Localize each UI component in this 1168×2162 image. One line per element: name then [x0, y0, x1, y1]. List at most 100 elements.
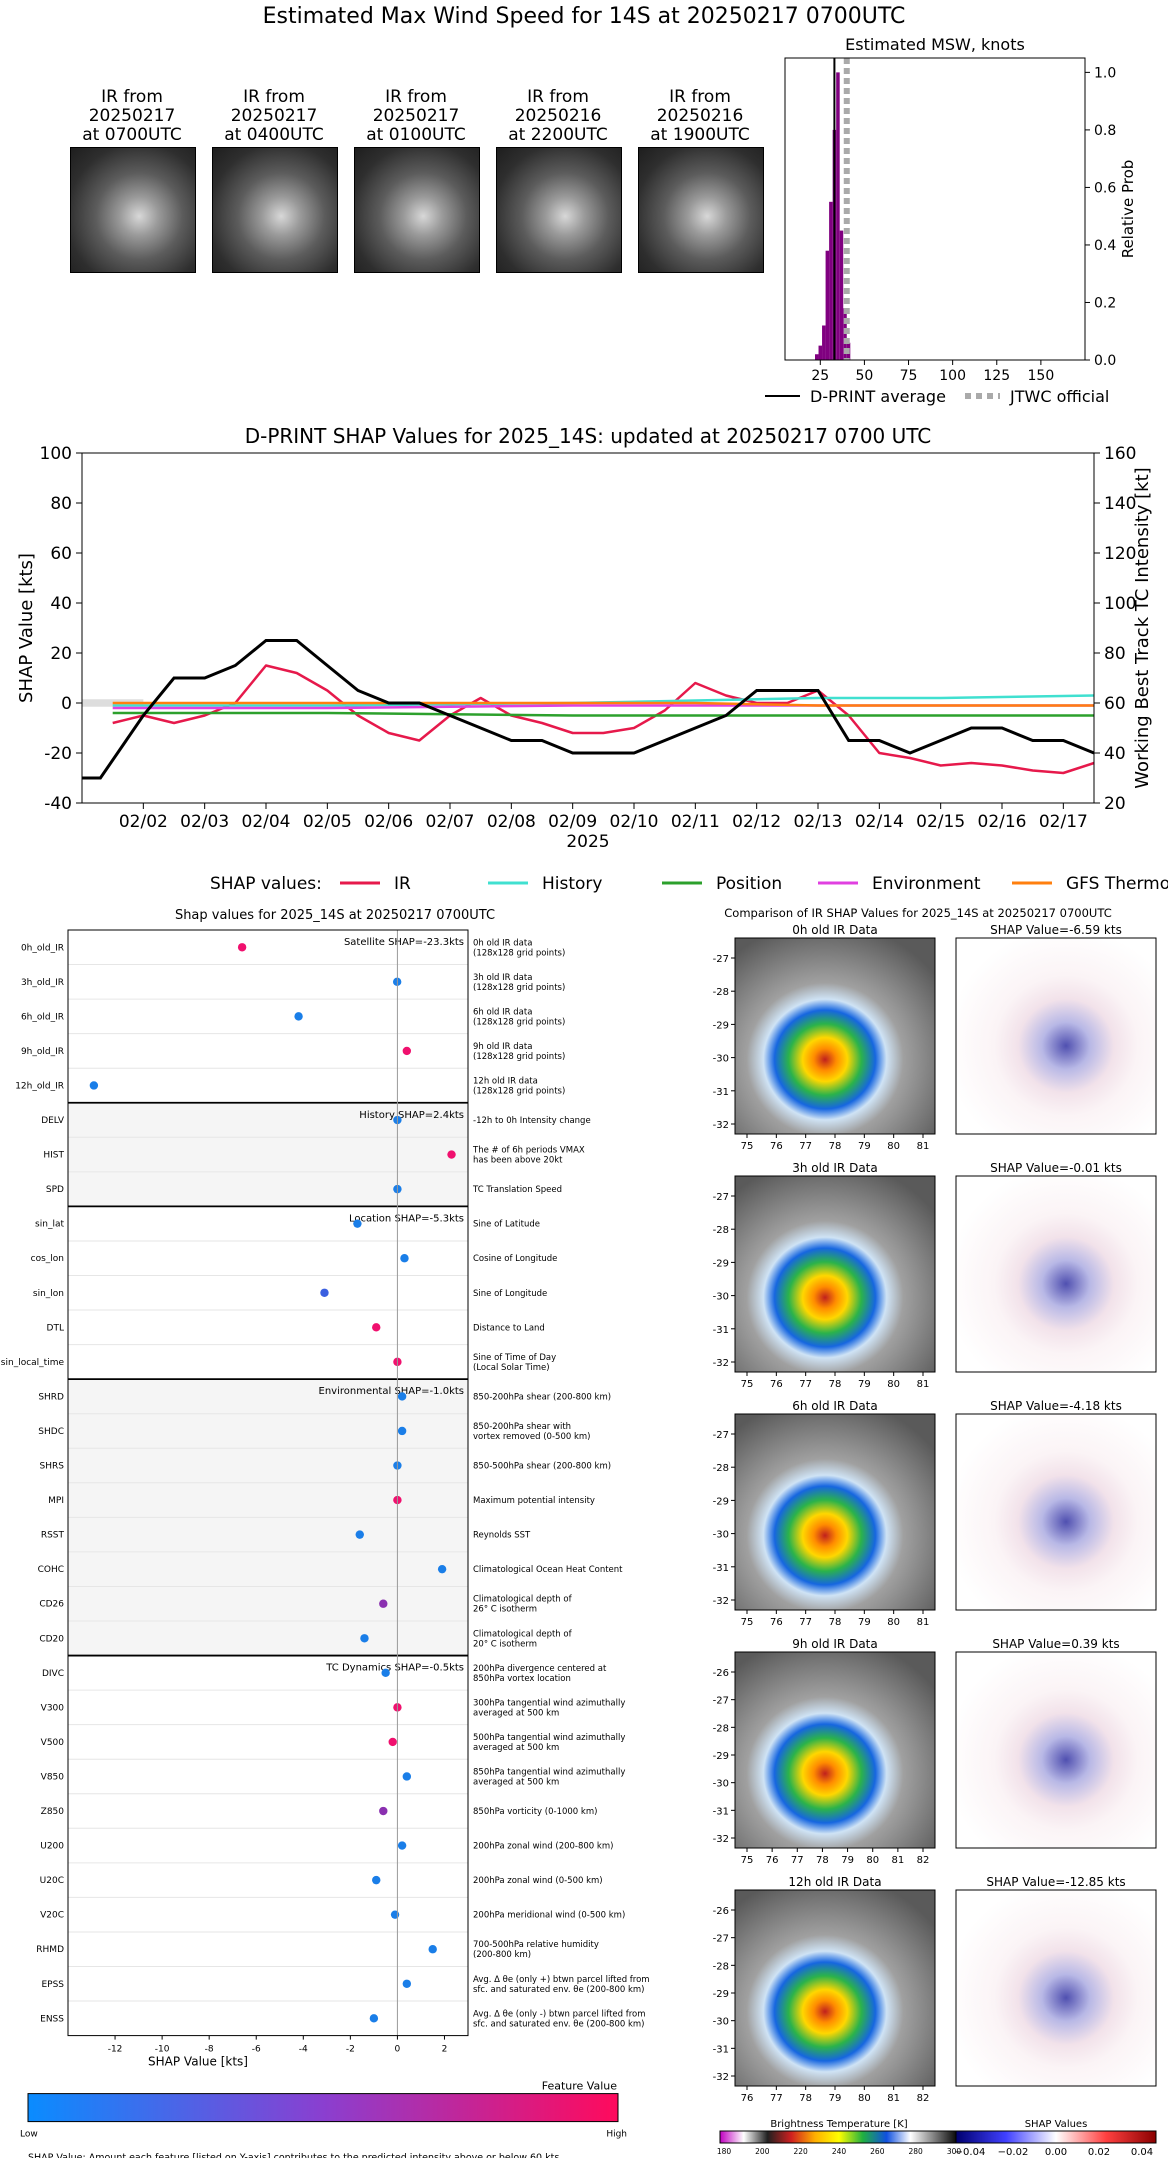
shap-panel-image [955, 1175, 1157, 1373]
ir-caption-line: IR from [527, 87, 589, 107]
timeseries-y2label: Working Best Track TC Intensity [kt] [1132, 467, 1153, 788]
ir-y-tick-label: -28 [713, 1225, 729, 1236]
ir-thumbnail-image [638, 147, 764, 273]
ir-x-tick-label: 81 [887, 2093, 900, 2104]
colorbar-high-label: High [606, 2130, 627, 2140]
ir-panel-image [734, 1889, 936, 2087]
x-tick-label: 02/03 [180, 812, 229, 832]
ir-thumbnail-image [354, 147, 480, 273]
ir-caption-line: IR from [243, 87, 305, 107]
feature-name: SPD [46, 1185, 64, 1195]
ir-y-tick-label: -28 [713, 1961, 729, 1972]
ir-caption-line: IR from [101, 87, 163, 107]
shap-panel-title: SHAP Value=0.39 kts [992, 1637, 1119, 1651]
feature-desc: (128x128 grid points) [473, 983, 565, 993]
feature-dot [369, 2014, 379, 2023]
group-label: History SHAP=2.4kts [359, 1110, 464, 1121]
ir-y-tick-label: -28 [713, 1463, 729, 1474]
ir-y-tick-label: -32 [713, 1358, 729, 1369]
feature-dot [447, 1150, 456, 1159]
x-tick-label: -2 [346, 2045, 355, 2055]
feature-desc: 200hPa zonal wind (200-800 km) [473, 1842, 613, 1852]
y2-tick-label: 40 [1104, 744, 1126, 764]
x-tick-label: -10 [155, 2045, 170, 2055]
x-tick-label: 50 [855, 368, 873, 384]
feature-desc: TC Translation Speed [472, 1185, 562, 1195]
ir-x-tick-label: 80 [887, 1141, 900, 1152]
feature-name: DELV [41, 1116, 65, 1126]
feature-dot [390, 1910, 400, 1919]
feature-desc: (128x128 grid points) [473, 1052, 565, 1062]
ir-y-tick-label: -27 [713, 1430, 729, 1441]
shap-panel-title: SHAP Value=-6.59 kts [990, 923, 1122, 937]
feature-group-bg [68, 1655, 468, 2036]
ir-comparison-svg: Comparison of IR SHAP Values for 2025_14… [713, 906, 1157, 2158]
ir-y-tick-label: -27 [713, 1696, 729, 1707]
y-tick-label: 40 [50, 594, 72, 614]
feature-desc: Distance to Land [473, 1323, 545, 1333]
feature-desc: 850hPa vorticity (0-1000 km) [473, 1807, 597, 1817]
histogram-ylabel: Relative Prob [1119, 160, 1137, 259]
y-tick-label: 20 [50, 644, 72, 664]
feature-desc: Avg. Δ θe (only -) btwn parcel lifted fr… [473, 2009, 646, 2019]
feature-name: V500 [41, 1738, 65, 1748]
feature-desc: 200hPa divergence centered at [473, 1664, 607, 1674]
ir-panel-title: 6h old IR Data [792, 1399, 878, 1413]
shap-colorbar [955, 2130, 1157, 2144]
feature-desc: 500hPa tangential wind azimuthally [473, 1733, 625, 1743]
x-tick-label: 02/11 [671, 812, 720, 832]
ir-caption-line: at 0100UTC [366, 125, 466, 145]
ir-x-tick-label: 78 [829, 1379, 842, 1390]
histogram-frame [784, 57, 1086, 361]
feature-name: DIVC [42, 1669, 64, 1679]
ir-y-tick-label: -31 [713, 1563, 729, 1574]
histogram-title: Estimated MSW, knots [845, 35, 1025, 54]
feature-name: ENSS [40, 2014, 64, 2024]
ir-x-tick-label: 78 [816, 1855, 829, 1866]
ir-caption-line: 20250217 [88, 106, 176, 126]
feature-name: SHDC [38, 1427, 64, 1437]
feature-dot [294, 1012, 303, 1021]
y2-tick-label: 120 [1104, 544, 1136, 564]
ir-x-tick-label: 81 [917, 1141, 930, 1152]
feature-name: Z850 [41, 1807, 65, 1817]
legend-label: IR [394, 874, 411, 894]
dotplot-title: Shap values for 2025_14S at 20250217 070… [175, 908, 495, 923]
timeseries-ylabel: SHAP Value [kts] [16, 553, 37, 703]
feature-desc: Climatological depth of [473, 1595, 573, 1605]
timeseries-frame [81, 452, 1095, 804]
y-tick-label: 0.8 [1094, 123, 1116, 139]
histogram-bar [818, 345, 823, 360]
feature-name: U200 [40, 1842, 64, 1852]
ir-y-tick-label: -29 [713, 1989, 729, 2000]
ir-caption-line: 20250217 [372, 106, 460, 126]
ir-panel-image [734, 1175, 936, 1373]
feature-desc: 200hPa zonal wind (0-500 km) [473, 1876, 603, 1886]
y2-tick-label: 100 [1104, 594, 1136, 614]
feature-name: sin_lon [33, 1289, 64, 1299]
ir-x-tick-label: 78 [799, 2093, 812, 2104]
feature-name: 3h_old_IR [21, 978, 64, 988]
feature-dot [372, 1323, 381, 1332]
ir-panel-title: 12h old IR Data [788, 1875, 881, 1889]
ir-panel-image [734, 937, 936, 1135]
ir-shap-comparison: Comparison of IR SHAP Values for 2025_14… [680, 900, 1168, 2158]
feature-dot [372, 1875, 381, 1885]
y2-tick-label: 160 [1104, 444, 1136, 464]
y2-tick-label: 20 [1104, 794, 1126, 814]
feature-desc: (128x128 grid points) [473, 948, 565, 958]
feature-desc: Sine of Latitude [473, 1220, 540, 1230]
x-tick-label: 02/08 [487, 812, 536, 832]
shap-panel-title: SHAP Value=-12.85 kts [986, 1875, 1125, 1889]
feature-desc: sfc. and saturated env. θe (200-800 km) [473, 2019, 645, 2029]
feature-dot [355, 1530, 364, 1539]
ir-x-tick-label: 80 [887, 1617, 900, 1628]
ir-panel-title: 9h old IR Data [792, 1637, 878, 1651]
ir-x-tick-label: 81 [891, 1855, 904, 1866]
ir-y-tick-label: -29 [713, 1751, 729, 1762]
shap-feature-dotplot: Shap values for 2025_14S at 20250217 070… [1, 908, 650, 2158]
feature-name: V20C [40, 1911, 64, 1921]
series-line [112, 694, 1095, 707]
shap-panel-image [955, 937, 1157, 1135]
ir-x-tick-label: 79 [858, 1141, 871, 1152]
